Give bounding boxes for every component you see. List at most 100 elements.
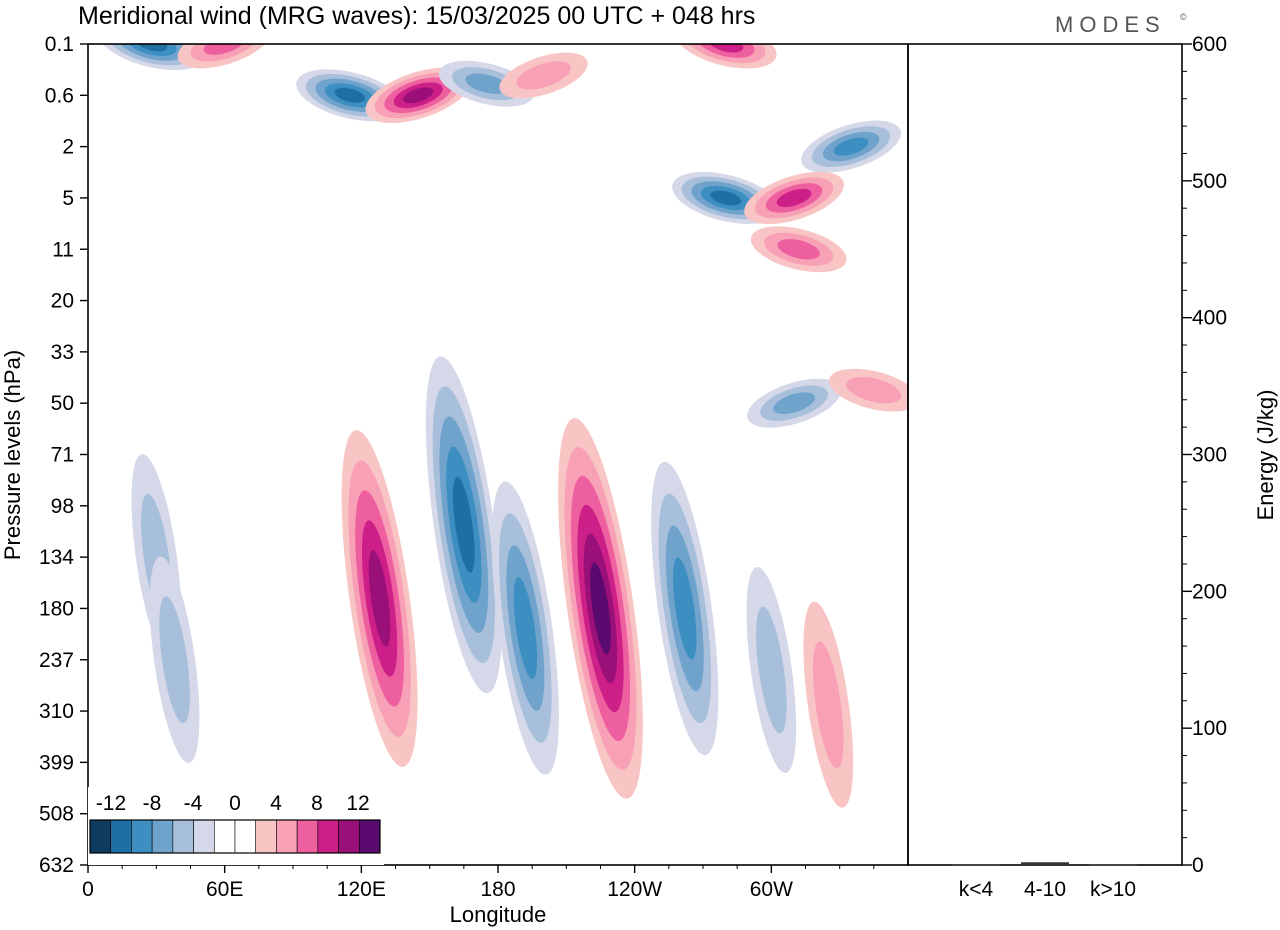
positive-wind-feature (744, 171, 845, 225)
energy-category-label: k>10 (1090, 878, 1136, 901)
energy-panel-frame (907, 43, 1183, 866)
y-tick-label: 310 (39, 700, 74, 723)
colorbar-swatch (193, 819, 215, 854)
energy-bars (952, 862, 1137, 866)
contour-band (833, 137, 869, 156)
contour-band (777, 239, 820, 260)
y-tick-label: 11 (52, 238, 74, 261)
energy-bar (952, 864, 1000, 866)
contour-band (756, 606, 787, 734)
x-tick-label: 180 (480, 878, 515, 901)
contour-band (708, 44, 744, 53)
colorbar-outline (89, 819, 381, 854)
energy-category-label: k<4 (959, 878, 994, 901)
contour-band (812, 641, 844, 769)
colorbar-label: 8 (311, 792, 323, 815)
negative-wind-feature (746, 566, 797, 773)
brand-mark: © (1180, 12, 1187, 22)
colorbar-label: -12 (96, 792, 126, 815)
energy-tick-label: 400 (1192, 307, 1227, 330)
colorbar-swatch (172, 819, 194, 854)
contour-band (159, 596, 190, 724)
contour-band (368, 550, 391, 647)
contour-band (513, 577, 538, 680)
negative-wind-feature (149, 556, 200, 763)
positive-wind-feature (499, 52, 588, 99)
negative-wind-feature (747, 378, 842, 428)
x-tick-label: 60E (206, 878, 243, 901)
colorbar-label: -4 (184, 792, 203, 815)
colorbar-swatch (234, 819, 257, 854)
colorbar: -12 -8 -4 0 4 8 12 (88, 787, 384, 865)
y-tick-label: 134 (39, 546, 74, 569)
colorbar-label: 12 (346, 792, 369, 815)
colorbar-swatch (89, 819, 112, 854)
colorbar-swatch (151, 819, 174, 854)
contour-band (516, 61, 571, 90)
negative-wind-feature (425, 356, 502, 694)
brand-logo: MODES (1055, 12, 1166, 37)
x-tick-label: 120E (337, 878, 386, 901)
x-axis-label: Longitude (450, 902, 547, 927)
y-tick-label: 508 (39, 803, 74, 826)
y-tick-label: 98 (51, 495, 74, 518)
contour-band (334, 87, 366, 103)
positive-wind-feature (803, 601, 854, 808)
pressure-axis: 0.1 0.6 2 5 11 20 33 50 71 98 134 180 237 310 399 508 63… (39, 33, 88, 877)
y-tick-label: 632 (39, 854, 74, 877)
y-tick-label: 399 (39, 751, 74, 774)
colorbar-label: 0 (229, 792, 241, 815)
negative-wind-feature (801, 120, 901, 173)
energy-bar (1021, 862, 1069, 865)
contour-band (465, 73, 508, 94)
x-tick-label: 60W (750, 878, 793, 901)
wavenumber-axis: k<4 4-10 k>10 (959, 878, 1136, 901)
colorbar-swatch (296, 819, 319, 854)
y-tick-label: 50 (51, 392, 74, 415)
energy-tick-label: 300 (1192, 444, 1227, 467)
y-tick-label: 0.1 (45, 33, 74, 56)
x-tick-label: 0 (82, 878, 94, 901)
energy-tick-label: 600 (1192, 33, 1227, 56)
x-tick-label: 120W (607, 878, 662, 901)
positive-wind-feature (558, 418, 643, 799)
colorbar-swatch (276, 819, 298, 854)
contour-band (846, 377, 902, 404)
contour-band (776, 188, 812, 208)
contour-band (590, 562, 611, 655)
y-tick-label: 0.6 (45, 84, 74, 107)
colorbar-swatch (255, 819, 277, 854)
negative-wind-feature (491, 481, 559, 775)
colorbar-label: -8 (143, 792, 162, 815)
colorbar-swatch (317, 819, 339, 854)
colorbar-swatch (358, 819, 381, 854)
contour-band (710, 190, 742, 206)
colorbar-label: 4 (270, 792, 282, 815)
energy-axis-label: Energy (J/kg) (1253, 390, 1278, 521)
energy-tick-label: 100 (1192, 717, 1227, 740)
energy-tick-label: 500 (1192, 170, 1227, 193)
colorbar-swatch (131, 819, 153, 854)
contour-band (673, 557, 697, 660)
contour-band (452, 476, 475, 573)
y-tick-label: 71 (51, 444, 74, 467)
y-tick-label: 20 (51, 290, 74, 313)
y-tick-label: 33 (51, 341, 74, 364)
y-tick-label: 180 (39, 597, 74, 620)
y-axis-label: Pressure levels (hPa) (0, 350, 25, 560)
heatmap-contours (98, 44, 908, 808)
y-tick-label: 5 (62, 187, 74, 210)
chart-title: Meridional wind (MRG waves): 15/03/2025 … (78, 2, 755, 30)
colorbar-swatch (213, 819, 236, 854)
positive-wind-feature (341, 430, 418, 767)
energy-tick-label: 200 (1192, 580, 1227, 603)
energy-bar (1089, 864, 1137, 866)
y-tick-label: 237 (39, 649, 74, 672)
negative-wind-feature (296, 69, 404, 122)
longitude-axis: 0 60E 120E 180 120W 60W (82, 865, 875, 901)
contour-band (773, 392, 816, 415)
energy-tick-label: 0 (1192, 854, 1204, 877)
contour-band (403, 87, 434, 104)
negative-wind-feature (651, 461, 719, 756)
